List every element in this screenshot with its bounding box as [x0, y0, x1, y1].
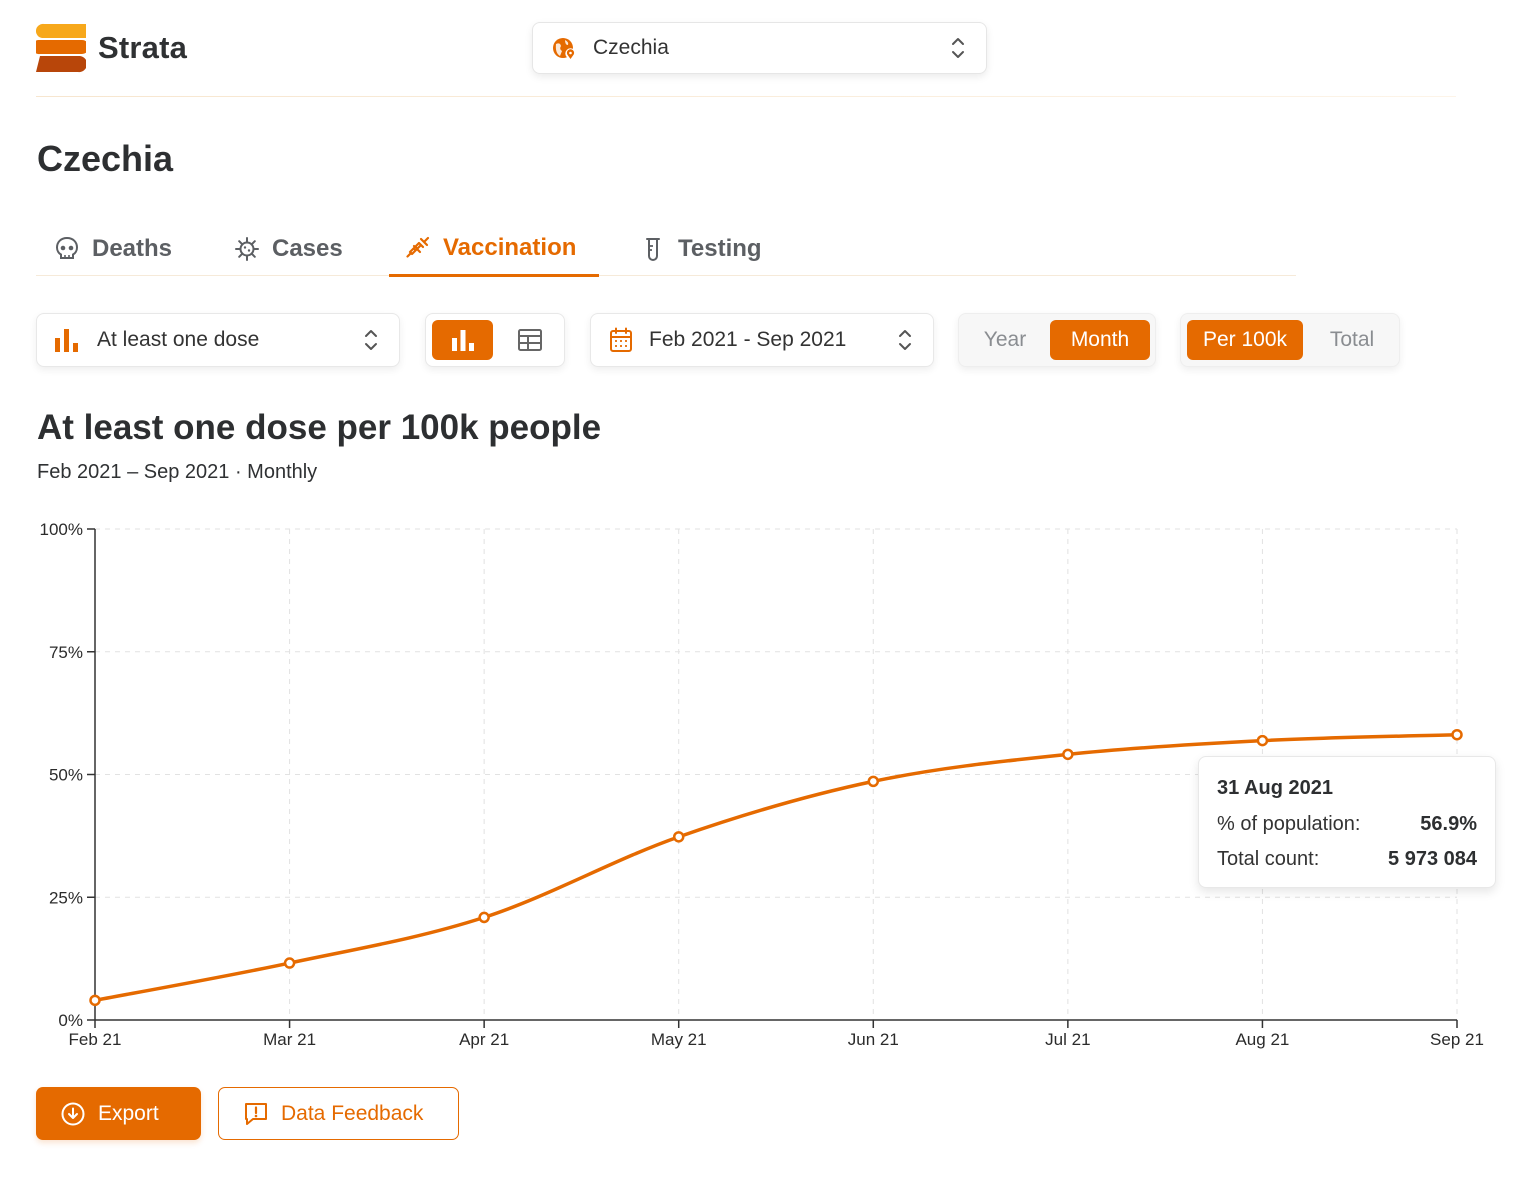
tab-bar: Deaths Cases Vaccination Testing — [36, 222, 1296, 277]
y-tick-label: 100% — [40, 520, 83, 539]
data-feedback-button[interactable]: Data Feedback — [218, 1087, 459, 1140]
message-alert-icon — [245, 1102, 267, 1125]
tooltip-label: % of population: — [1217, 813, 1361, 835]
strata-logo-icon — [36, 23, 86, 73]
tab-deaths[interactable]: Deaths — [54, 222, 172, 276]
app-name: Strata — [98, 30, 188, 65]
data-point[interactable] — [1062, 748, 1074, 761]
chart-subtitle: Feb 2021 – Sep 2021 · Monthly — [37, 461, 318, 483]
tooltip-value: 5 973 084 — [1388, 848, 1477, 870]
x-tick-label: Aug 21 — [1235, 1030, 1289, 1049]
country-select[interactable]: Czechia — [532, 22, 987, 74]
y-tick-label: 0% — [58, 1011, 83, 1030]
x-tick-label: Sep 21 — [1430, 1030, 1484, 1049]
data-point[interactable] — [478, 911, 490, 924]
country-select-value: Czechia — [593, 36, 669, 59]
table-icon — [517, 329, 542, 351]
bar-chart-icon — [55, 329, 78, 352]
chevron-updown-icon — [365, 330, 377, 350]
tooltip-row-count: Total count: 5 973 084 — [1217, 848, 1477, 871]
page-title: Czechia — [37, 138, 174, 179]
data-point[interactable] — [1256, 734, 1269, 747]
tab-label: Vaccination — [443, 234, 577, 261]
tooltip-row-percent: % of population: 56.9% — [1217, 813, 1477, 836]
x-tick-label: Mar 21 — [263, 1030, 316, 1049]
metric-select-value: At least one dose — [97, 328, 260, 351]
per-100k-button[interactable]: Per 100k — [1187, 320, 1303, 360]
skull-icon — [55, 236, 79, 259]
data-point[interactable] — [283, 957, 296, 969]
chart-tooltip: 31 Aug 2021 % of population: 56.9% Total… — [1198, 756, 1496, 888]
y-tick-label: 25% — [49, 888, 83, 907]
tab-label: Deaths — [92, 235, 173, 262]
view-toggle — [425, 313, 565, 367]
export-label: Export — [98, 1101, 159, 1125]
chevron-updown-icon — [952, 38, 964, 58]
logo[interactable]: Strata — [36, 22, 187, 74]
tab-testing[interactable]: Testing — [640, 222, 762, 276]
export-button[interactable]: Export — [36, 1087, 201, 1140]
table-view-button[interactable] — [499, 320, 560, 360]
period-year-button[interactable]: Year — [983, 328, 1027, 351]
tab-label: Testing — [678, 235, 762, 262]
data-point[interactable] — [672, 831, 685, 843]
data-point[interactable] — [89, 994, 101, 1007]
tooltip-date: 31 Aug 2021 — [1217, 777, 1333, 799]
tab-vaccination[interactable]: Vaccination — [389, 222, 599, 277]
date-range-select[interactable]: Feb 2021 - Sep 2021 — [590, 313, 934, 367]
bar-chart-icon — [451, 330, 474, 351]
y-tick-label: 50% — [49, 766, 83, 785]
test-tube-icon — [646, 238, 660, 261]
date-range-value: Feb 2021 - Sep 2021 — [649, 328, 847, 351]
syringe-icon — [406, 236, 430, 258]
chart-view-button[interactable] — [432, 320, 493, 360]
y-tick-label: 75% — [49, 643, 83, 662]
feedback-label: Data Feedback — [281, 1101, 424, 1125]
download-circle-icon — [61, 1102, 85, 1125]
tab-label: Cases — [272, 235, 343, 262]
x-tick-label: Feb 21 — [69, 1030, 122, 1049]
x-tick-label: Jul 21 — [1045, 1030, 1090, 1049]
data-point[interactable] — [1451, 728, 1463, 741]
tooltip-label: Total count: — [1217, 848, 1320, 870]
period-month-button[interactable]: Month — [1050, 320, 1150, 360]
virus-icon — [235, 237, 259, 261]
globe-pin-icon — [553, 38, 576, 59]
header-divider — [36, 96, 1456, 97]
tooltip-value: 56.9% — [1420, 813, 1477, 835]
tab-cases[interactable]: Cases — [234, 222, 343, 276]
calendar-icon — [610, 327, 632, 352]
normalization-toggle: Per 100k Total — [1180, 313, 1400, 367]
total-button[interactable]: Total — [1329, 328, 1375, 351]
x-tick-label: May 21 — [651, 1030, 707, 1049]
chart-title: At least one dose per 100k people — [37, 408, 602, 447]
x-tick-label: Jun 21 — [848, 1030, 899, 1049]
metric-select[interactable]: At least one dose — [36, 313, 400, 367]
period-toggle: Year Month — [958, 313, 1156, 367]
x-tick-label: Apr 21 — [459, 1030, 509, 1049]
chevron-updown-icon — [899, 330, 911, 350]
data-point[interactable] — [867, 775, 880, 788]
